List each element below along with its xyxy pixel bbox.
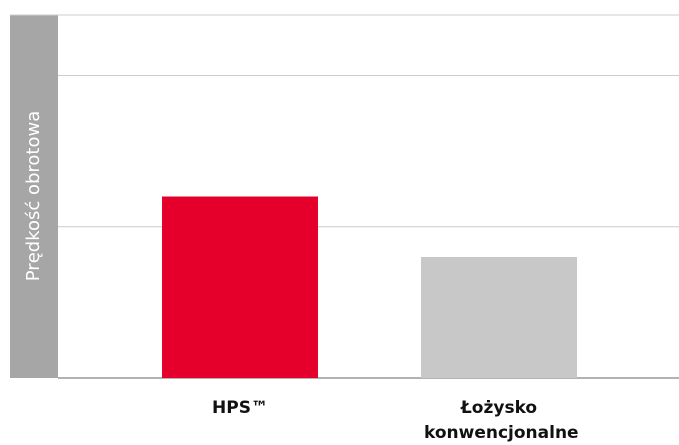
x-tick-label: HPS™ bbox=[212, 398, 268, 418]
y-label-band bbox=[10, 15, 58, 378]
x-tick-label: Łożysko konwencjonalne bbox=[424, 398, 579, 443]
bar bbox=[421, 257, 577, 378]
bar bbox=[162, 196, 318, 378]
y-axis-label: Prędkość obrotowa bbox=[23, 111, 44, 282]
